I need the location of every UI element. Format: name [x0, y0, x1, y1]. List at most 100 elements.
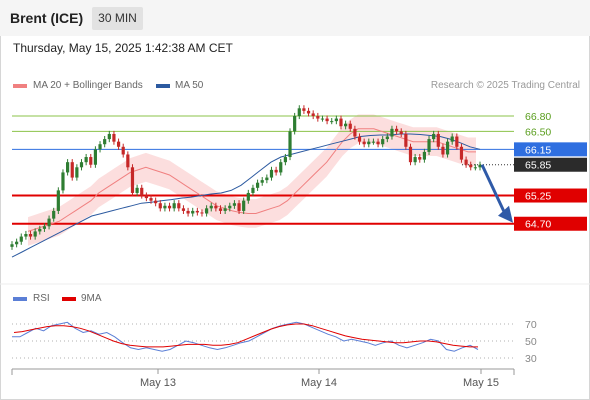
- candle-body: [381, 139, 385, 145]
- candle-body: [450, 136, 454, 142]
- last-price-tag: [514, 157, 587, 172]
- candle-body: [121, 146, 125, 155]
- forecast-arrow: [480, 164, 507, 215]
- timeframe-button[interactable]: 30 MIN: [92, 7, 143, 30]
- candle-body: [362, 141, 366, 145]
- x-tick-label: May 15: [463, 377, 499, 389]
- level-label: 66.80: [525, 111, 551, 123]
- candle-body: [376, 141, 380, 145]
- candle-body: [441, 146, 445, 155]
- candle-body: [283, 157, 287, 163]
- candle-body: [473, 167, 477, 169]
- candle-body: [394, 128, 399, 132]
- candle-body: [357, 136, 362, 142]
- candle-body: [10, 244, 14, 247]
- candle-body: [93, 149, 98, 165]
- candle-body: [344, 123, 348, 127]
- candle-body: [61, 172, 65, 191]
- candle-body: [130, 167, 135, 193]
- candle-body: [209, 205, 213, 209]
- candle-body: [232, 203, 237, 206]
- candle-body: [228, 205, 232, 209]
- candle-body: [135, 187, 139, 193]
- legend-ma50-swatch: [156, 84, 170, 88]
- ma50-line: [11, 133, 481, 258]
- candle-body: [274, 169, 278, 173]
- candle-body: [316, 116, 320, 119]
- symbol-title: Brent (ICE): [10, 10, 84, 26]
- candle-body: [330, 121, 334, 123]
- ma20-line: [27, 128, 476, 232]
- legend-rsi-ma-label: 9MA: [81, 293, 102, 304]
- candle-body: [348, 123, 352, 129]
- candle-body: [223, 208, 227, 211]
- candle-body: [33, 231, 37, 237]
- candle-body: [478, 164, 482, 168]
- candle-body: [306, 110, 311, 114]
- candle-body: [84, 157, 88, 163]
- candle-body: [19, 236, 23, 242]
- candle-body: [154, 200, 158, 204]
- candle-body: [334, 118, 338, 122]
- candle-body: [116, 141, 121, 147]
- candle-body: [98, 144, 102, 150]
- candle-body: [205, 208, 209, 214]
- candle-body: [413, 157, 417, 163]
- candle-body: [66, 162, 70, 173]
- candle-body: [140, 187, 144, 196]
- candle-body: [260, 180, 264, 183]
- candle-body: [149, 198, 153, 201]
- candle-body: [42, 226, 47, 229]
- candle-body: [469, 164, 473, 168]
- level-label: 66.50: [525, 126, 551, 138]
- candle-body: [265, 177, 269, 181]
- candle-body: [214, 205, 218, 209]
- level-label: 65.25: [525, 191, 551, 203]
- candle-body: [427, 139, 431, 152]
- candle-body: [89, 157, 93, 165]
- level-label: 64.70: [525, 219, 551, 231]
- candle-body: [459, 146, 464, 160]
- candle-body: [418, 157, 422, 160]
- candle-body: [191, 210, 195, 214]
- candle-body: [47, 218, 51, 227]
- legend-bb-label: MA 20 + Bollinger Bands: [33, 80, 143, 91]
- rsi-tick-label: 50: [525, 336, 537, 348]
- candle-body: [56, 190, 60, 211]
- candle-body: [28, 234, 33, 237]
- candle-body: [408, 146, 413, 163]
- legend-rsi-swatch: [13, 297, 27, 301]
- candle-body: [38, 228, 42, 232]
- candle-body: [163, 205, 167, 209]
- candle-body: [432, 133, 436, 140]
- rsi-tick-label: 70: [525, 319, 537, 331]
- candle-body: [246, 192, 250, 201]
- rsi-line: [12, 321, 479, 352]
- timestamp: Thursday, May 15, 2025 1:42:38 AM CET: [13, 41, 233, 55]
- candle-body: [445, 141, 450, 155]
- candle-body: [325, 118, 329, 122]
- candle-body: [181, 208, 186, 211]
- candle-body: [75, 167, 79, 178]
- level-label: 66.15: [525, 144, 551, 156]
- candle-body: [107, 133, 111, 140]
- candle-body: [255, 182, 260, 188]
- candle-body: [464, 159, 468, 165]
- candle-body: [399, 131, 403, 134]
- candle-body: [353, 128, 357, 137]
- candle-body: [279, 162, 283, 173]
- candle-body: [311, 113, 315, 116]
- x-tick-label: May 14: [301, 377, 337, 389]
- level-tag: [514, 142, 587, 157]
- candle-body: [144, 195, 148, 199]
- rsi-ma-line: [13, 323, 478, 348]
- legend-bb-swatch: [13, 84, 27, 88]
- forecast-arrowhead: [498, 205, 513, 223]
- candle-body: [320, 118, 325, 120]
- candle-body: [195, 210, 199, 213]
- candle-body: [390, 128, 394, 137]
- candle-body: [158, 203, 162, 209]
- legend-rsi-label: RSI: [33, 293, 50, 304]
- candle-body: [79, 162, 84, 168]
